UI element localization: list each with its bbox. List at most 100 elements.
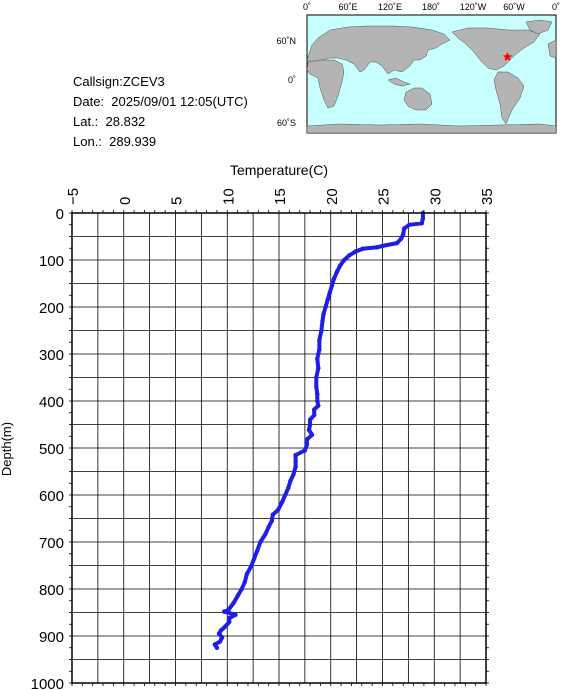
y-tick-label: 900 xyxy=(39,629,64,646)
profile-point xyxy=(317,347,322,352)
profile-point xyxy=(312,412,317,418)
profile-point xyxy=(314,375,319,380)
map-lon-label: 120˚E xyxy=(378,2,402,12)
profile-point xyxy=(218,628,224,633)
profile-point xyxy=(266,524,271,530)
profile-point xyxy=(394,240,400,246)
latitude-text: Lat.: 28.832 xyxy=(73,114,146,129)
profile-point xyxy=(312,407,317,412)
profile-point xyxy=(407,222,412,227)
y-tick-label: 600 xyxy=(39,488,64,505)
profile-point xyxy=(304,442,310,447)
map-antarctica xyxy=(306,123,557,134)
profile-point xyxy=(275,507,281,513)
map-lat-label: 60˚N xyxy=(276,36,296,46)
map-lon-label: 60˚E xyxy=(338,2,357,12)
profile-point xyxy=(401,232,406,237)
map-lon-label: 60˚W xyxy=(503,2,525,12)
profile-point xyxy=(402,226,407,231)
chart-grid xyxy=(69,210,489,686)
y-tick-label: 100 xyxy=(39,253,64,270)
profile-point xyxy=(353,249,358,254)
x-tick-label: 0 xyxy=(117,197,134,205)
profile-point xyxy=(331,276,337,281)
profile-point xyxy=(248,564,254,569)
map-eurasia xyxy=(306,25,451,75)
profile-point xyxy=(329,283,334,289)
profile-point xyxy=(320,318,325,324)
map-europe-west xyxy=(547,39,557,59)
y-tick-label: 1000 xyxy=(31,676,64,690)
map-lon-label: 0˚ xyxy=(303,2,311,12)
profile-point xyxy=(315,391,320,397)
profile-point xyxy=(258,539,263,545)
map-lon-label: 0˚ xyxy=(552,2,560,12)
profile-point xyxy=(269,518,274,524)
x-tick-label: 10 xyxy=(220,188,237,205)
x-tick-label: 5 xyxy=(169,197,186,205)
profile-point xyxy=(321,311,326,317)
profile-point xyxy=(227,615,232,621)
profile-point xyxy=(279,499,285,505)
y-tick-label: 700 xyxy=(39,535,64,552)
profile-point xyxy=(239,586,244,592)
profile-point xyxy=(212,642,217,647)
profile-point xyxy=(219,635,225,640)
profile-point xyxy=(293,452,298,458)
profile-point xyxy=(420,216,426,221)
profile-point xyxy=(315,398,320,404)
map-australia xyxy=(403,87,433,111)
y-tick-label: 300 xyxy=(39,347,64,364)
profile-point xyxy=(242,579,247,585)
map-lon-label: 180˚ xyxy=(422,2,440,12)
x-tick-labels: −5 0 5 10 15 20 25 30 35 xyxy=(65,188,496,205)
map-latitude-labels: 60˚N 0˚ 60˚S xyxy=(276,36,296,128)
profile-point xyxy=(293,459,298,464)
profile-point xyxy=(283,492,288,498)
profile-point xyxy=(252,556,257,561)
profile-point xyxy=(227,619,232,625)
x-tick-label: −5 xyxy=(65,188,82,205)
profile-point xyxy=(223,624,228,629)
profile-point xyxy=(233,612,238,617)
y-tick-label: 800 xyxy=(39,582,64,599)
profile-point xyxy=(398,236,404,241)
x-tick-label: 20 xyxy=(324,188,341,205)
profile-point xyxy=(214,645,220,650)
profile-point xyxy=(309,432,315,437)
profile-point xyxy=(286,485,291,491)
profile-point xyxy=(226,607,231,613)
profile-point xyxy=(380,243,385,249)
profile-point xyxy=(314,384,319,390)
profile-point xyxy=(316,403,321,408)
callsign-text: Callsign:ZCEV3 xyxy=(73,74,165,89)
profile-point xyxy=(288,478,293,484)
x-tick-label: 30 xyxy=(427,188,444,205)
longitude-text: Lon.: 289.939 xyxy=(73,134,157,149)
y-axis-label: Depth(m) xyxy=(0,422,14,476)
map-south-america xyxy=(493,71,525,125)
profile-point xyxy=(337,263,343,268)
map-lat-label: 60˚S xyxy=(277,118,296,128)
profile-point xyxy=(216,631,222,636)
y-tick-label: 0 xyxy=(56,206,64,223)
profile-point xyxy=(419,221,424,226)
map-longitude-labels: 0˚ 60˚E 120˚E 180˚ 120˚W 60˚W 0˚ xyxy=(303,2,560,12)
profile-point xyxy=(293,464,298,469)
profile-point xyxy=(270,512,275,517)
x-tick-label: 35 xyxy=(479,188,496,205)
y-tick-labels: 0 100 200 300 400 500 600 700 800 900 1000 xyxy=(31,206,64,690)
star-icon xyxy=(502,52,513,62)
profile-point xyxy=(323,304,328,310)
profile-point xyxy=(360,246,365,251)
x-tick-label: 25 xyxy=(376,188,393,205)
map-land xyxy=(306,19,557,134)
y-tick-label: 500 xyxy=(39,441,64,458)
map-lat-label: 0˚ xyxy=(288,75,296,85)
profile-point xyxy=(347,253,352,258)
temperature-profile-line xyxy=(212,211,425,650)
profile-point xyxy=(231,600,236,606)
map-north-america xyxy=(451,27,541,71)
profile-point xyxy=(263,531,268,537)
profile-point xyxy=(306,427,312,433)
